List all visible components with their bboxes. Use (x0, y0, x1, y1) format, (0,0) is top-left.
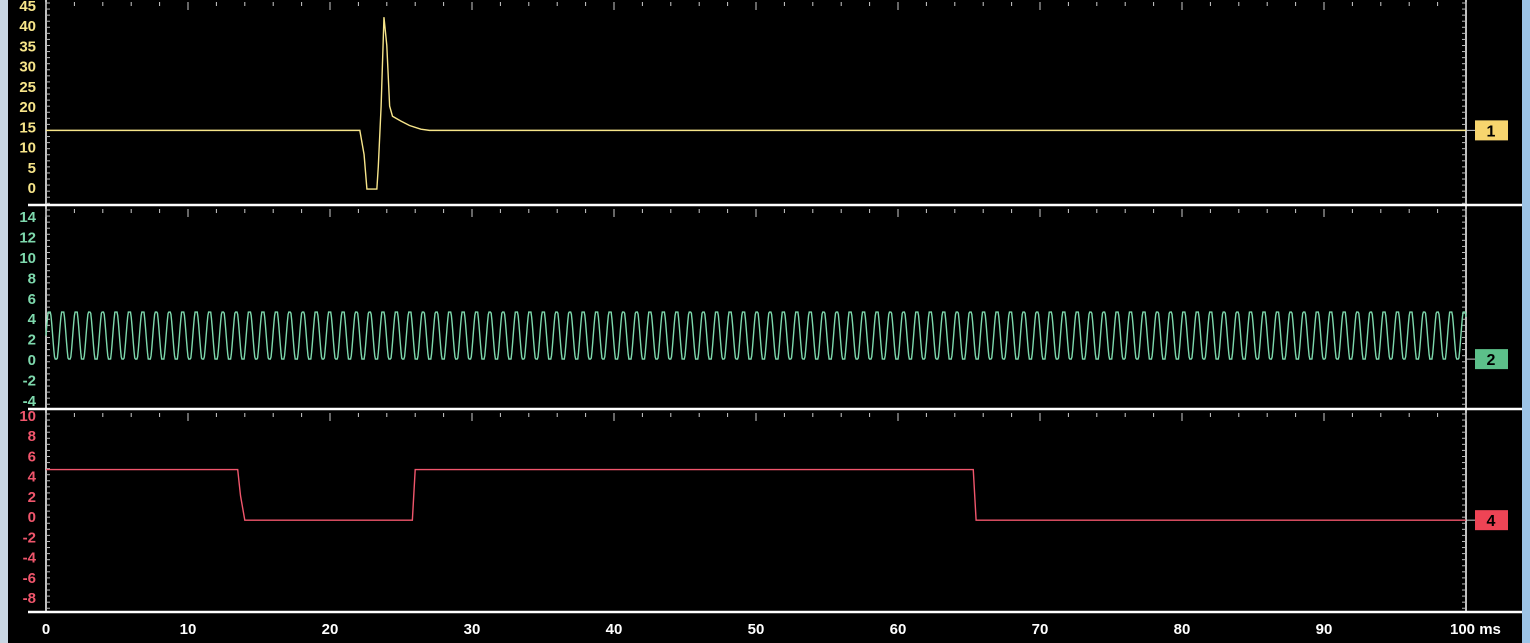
y-tick-label: 0 (28, 509, 36, 526)
x-tick-label: 50 (748, 621, 765, 638)
y-tick-label: 6 (28, 448, 36, 465)
y-tick-label: 35 (19, 38, 36, 55)
y-tick-label: 0 (28, 352, 36, 369)
y-tick-label: 14 (19, 209, 36, 226)
y-tick-label: 10 (19, 408, 36, 425)
y-tick-label: 10 (19, 250, 36, 267)
y-tick-label: -2 (23, 529, 36, 546)
channel-4-marker (1475, 510, 1508, 531)
x-tick-label: 80 (1174, 621, 1191, 638)
y-tick-label: 0 (28, 180, 36, 197)
y-tick-label: 2 (28, 489, 36, 506)
channel-4-trace (46, 468, 1466, 521)
y-tick-label: 12 (19, 229, 36, 246)
y-tick-label: 15 (19, 119, 36, 136)
x-tick-label: 30 (464, 621, 481, 638)
window-frame-right (1522, 0, 1530, 643)
y-tick-label: -4 (23, 393, 37, 410)
x-tick-label: 60 (890, 621, 907, 638)
y-tick-label: -6 (23, 570, 36, 587)
y-tick-label: 10 (19, 140, 36, 157)
y-tick-label: 4 (28, 311, 37, 328)
channel-marker-label: 2 (1487, 352, 1496, 369)
y-tick-label: 8 (28, 428, 36, 445)
y-tick-label: 5 (28, 160, 36, 177)
y-tick-label: 30 (19, 59, 36, 76)
y-tick-label: 20 (19, 99, 36, 116)
channel-1-marker (1475, 120, 1508, 141)
y-tick-label: 45 (19, 0, 36, 15)
channel-marker-label: 4 (1487, 513, 1496, 530)
x-tick-label: 100 ms (1450, 621, 1501, 638)
x-tick-label: 0 (42, 621, 50, 638)
y-tick-label: -2 (23, 373, 36, 390)
channel-2-trace (45, 311, 1467, 360)
y-tick-label: -4 (23, 550, 37, 567)
y-tick-label: -8 (23, 590, 36, 607)
x-tick-label: 70 (1032, 621, 1049, 638)
x-tick-label: 90 (1316, 621, 1333, 638)
y-tick-label: 8 (28, 270, 36, 287)
y-tick-label: 6 (28, 291, 36, 308)
channel-1-trace (46, 17, 1466, 190)
y-tick-label: 40 (19, 18, 36, 35)
x-tick-label: 20 (322, 621, 339, 638)
channel-marker-label: 1 (1487, 123, 1496, 140)
window-frame-left (0, 0, 8, 643)
x-tick-label: 10 (180, 621, 197, 638)
channel-2-marker (1475, 349, 1508, 370)
y-tick-label: 4 (28, 469, 37, 486)
x-tick-label: 40 (606, 621, 623, 638)
y-tick-label: 2 (28, 332, 36, 349)
y-tick-label: 25 (19, 79, 36, 96)
